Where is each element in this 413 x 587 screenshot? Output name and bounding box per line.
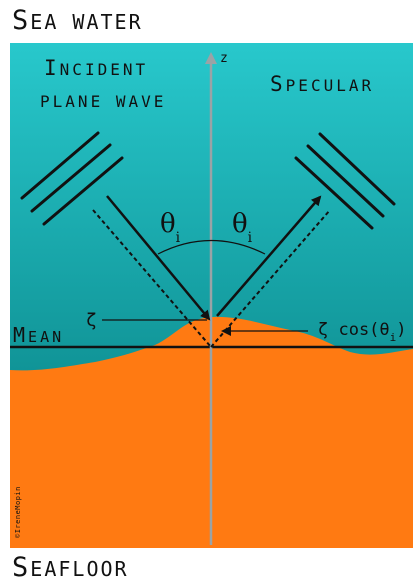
specular-ray-dashed xyxy=(210,209,331,348)
theta-left-label: θi xyxy=(160,209,181,246)
credit-label: ©IreneMopin xyxy=(14,486,22,538)
seafloor-caption: SEAFLOOR xyxy=(12,552,129,583)
specular-wavefronts xyxy=(294,132,396,230)
incident-ray xyxy=(106,195,211,321)
zeta-label: ζ xyxy=(86,310,97,331)
incident-wavefronts xyxy=(20,131,124,226)
specular-ray xyxy=(216,195,322,317)
incidence-angle-arc xyxy=(157,240,266,255)
incident-label-line1: INCIDENT xyxy=(44,56,148,80)
incident-ray-dashed xyxy=(92,209,212,348)
specular-label: SPECULAR xyxy=(270,72,374,96)
z-axis-label: z xyxy=(220,51,228,66)
zeta-cos-label: ζ cos(θi) xyxy=(318,320,407,344)
theta-right-label: θi xyxy=(232,209,253,246)
mean-label: MEAN xyxy=(13,323,64,347)
incident-label-line2: PLANE WAVE xyxy=(40,92,166,111)
sea-water-caption: SEA WATER xyxy=(12,5,143,36)
